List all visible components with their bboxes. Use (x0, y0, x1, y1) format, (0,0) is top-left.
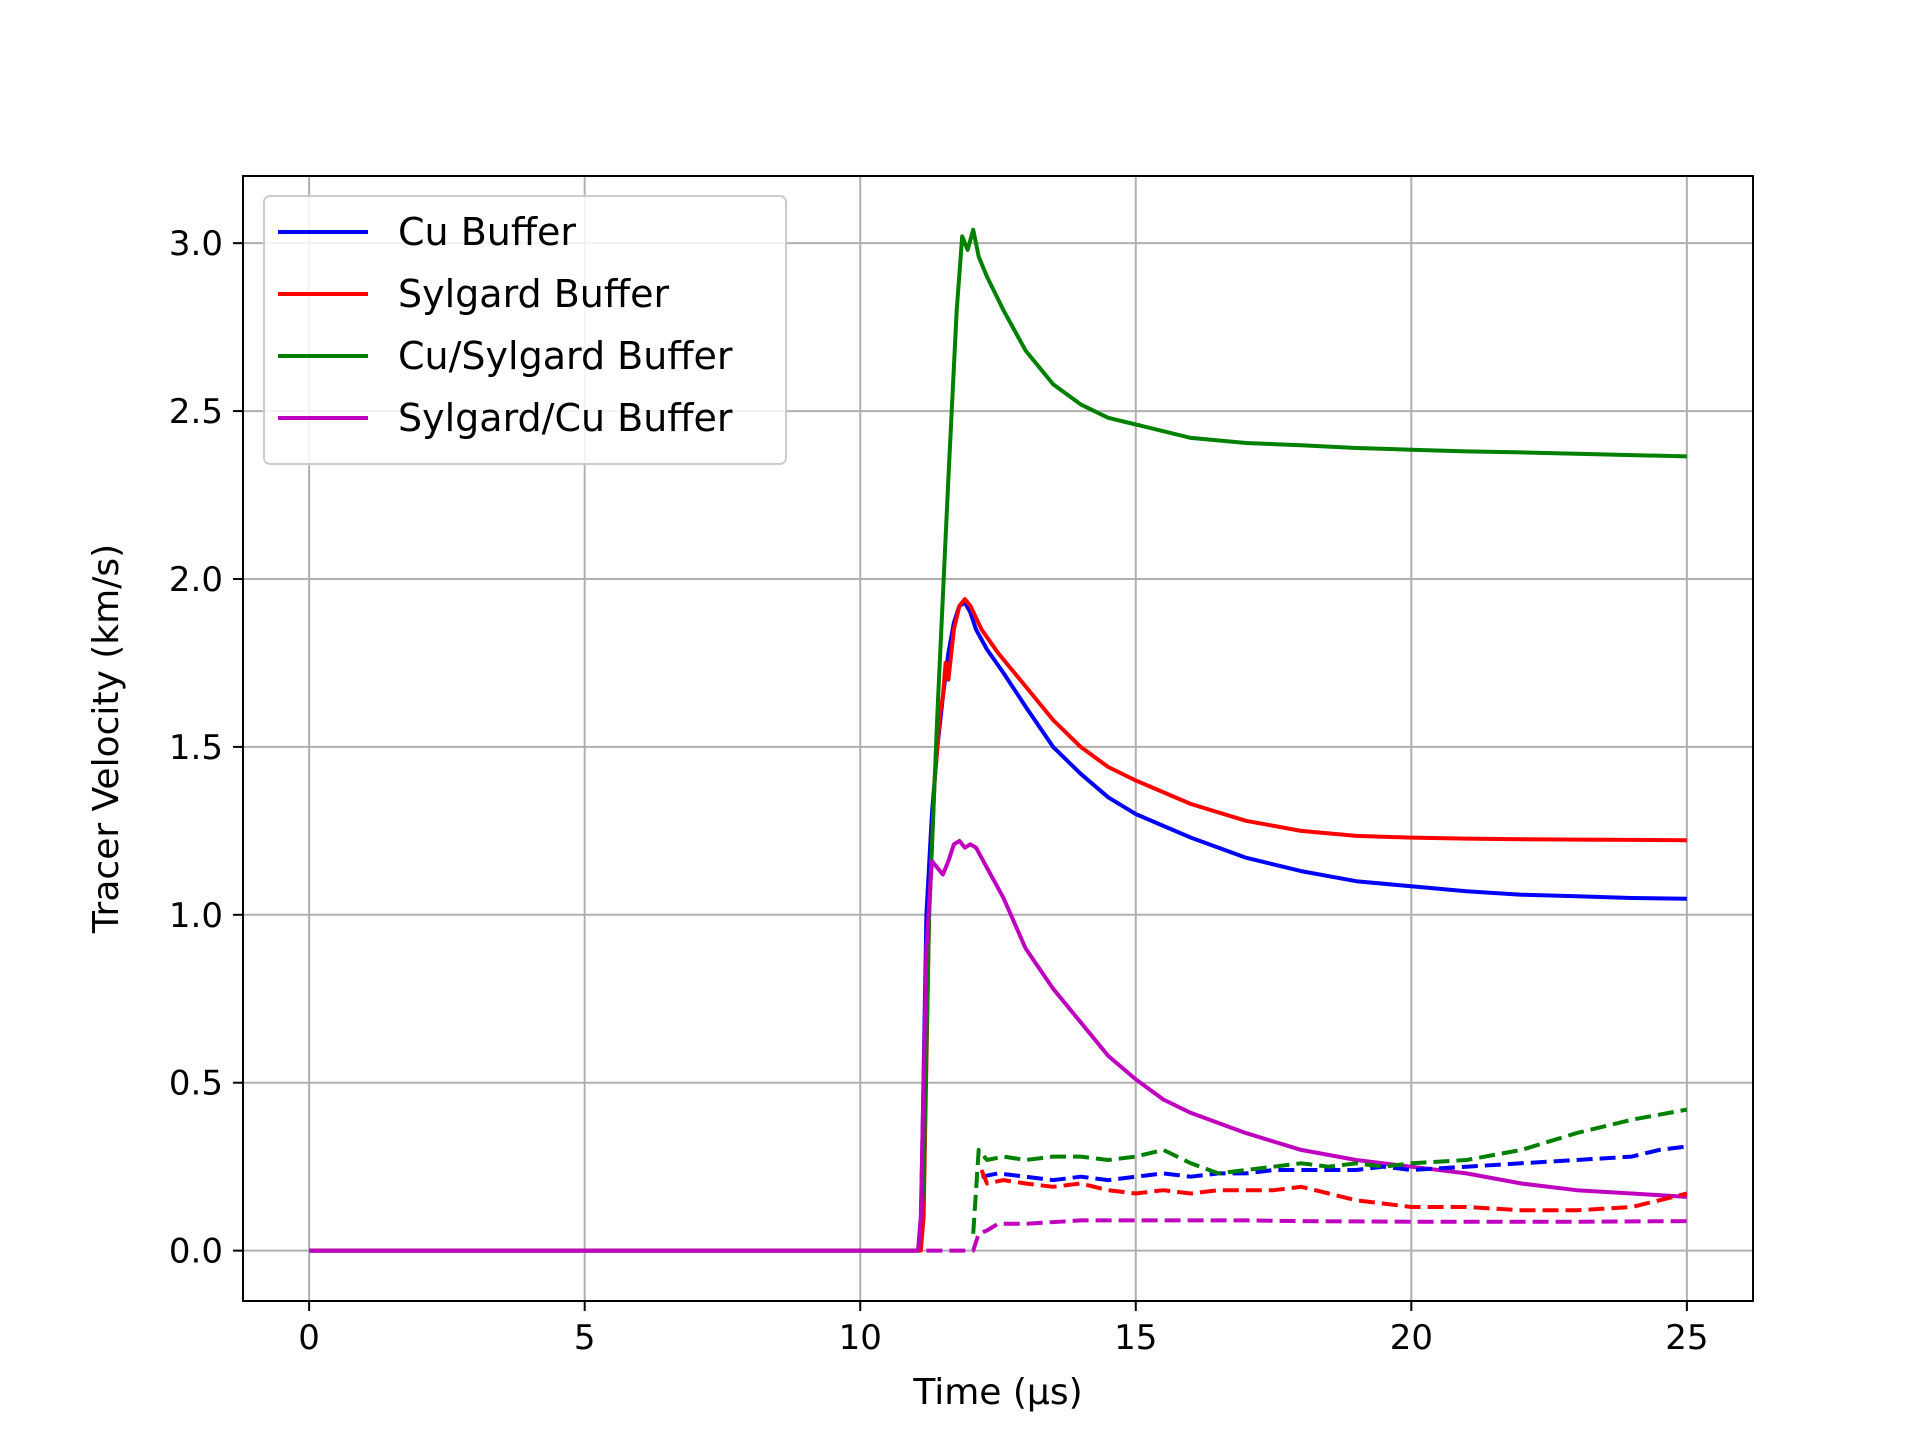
series-line-sylgard-buffer (309, 597, 1687, 1253)
series-line-unlabeled-dashed (981, 1144, 1688, 1183)
legend-label: Sylgard/Cu Buffer (398, 396, 733, 440)
y-tick-label: 1.0 (169, 896, 223, 936)
x-tick-label: 10 (839, 1318, 882, 1358)
y-tick-label: 0.0 (169, 1232, 223, 1272)
grid (243, 176, 1753, 1301)
legend-label: Cu Buffer (398, 210, 576, 254)
legend: Cu Buffer Sylgard Buffer Cu/Sylgard Buffer… (263, 195, 787, 465)
x-tick-label: 25 (1665, 1318, 1708, 1358)
series-group (309, 227, 1688, 1253)
y-tick-label: 2.0 (169, 560, 223, 600)
series-line-sylgard-cu-buffer (309, 838, 1688, 1253)
series-line-unlabeled-dashed (979, 1169, 1688, 1213)
series-line-cu-sylgard-buffer (309, 227, 1687, 1253)
y-axis-title: Tracer Velocity (km/s) (86, 544, 127, 934)
x-axis-title: Time (μs) (912, 1372, 1082, 1413)
y-tick-label: 3.0 (169, 224, 223, 264)
y-tick-label: 2.5 (169, 392, 223, 432)
x-tick-label: 15 (1114, 1318, 1157, 1358)
plot-frame (242, 175, 1754, 1302)
y-tick-label: 1.5 (169, 728, 223, 768)
x-tick-label: 0 (298, 1318, 320, 1358)
legend-box (263, 195, 787, 465)
legend-label: Sylgard Buffer (398, 272, 669, 316)
x-tick-label: 20 (1390, 1318, 1433, 1358)
series-line-unlabeled-dashed (971, 1107, 1688, 1234)
legend-label: Cu/Sylgard Buffer (398, 334, 733, 378)
y-tick-label: 0.5 (169, 1064, 223, 1104)
ticks: 0 5 10 15 20 25 0.0 0.5 1.0 1.5 2.0 2.5 3.0 (169, 224, 1709, 1358)
x-tick-label: 5 (574, 1318, 596, 1358)
series-line-unlabeled-dashed (926, 1218, 1687, 1253)
